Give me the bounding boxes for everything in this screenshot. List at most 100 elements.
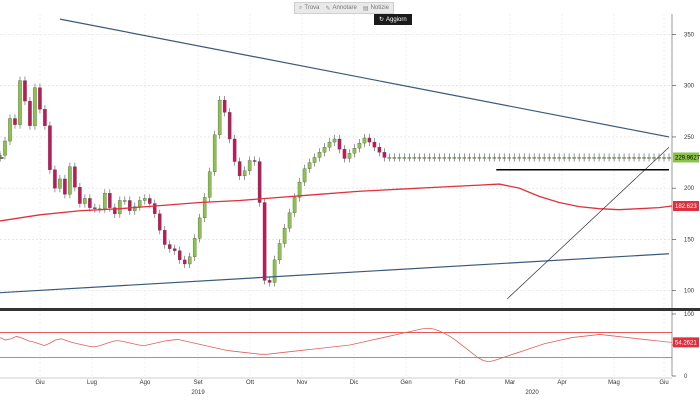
year-label-2020: 2020: [525, 390, 539, 396]
x-tick-label: Ott: [246, 380, 254, 386]
candle-up: [192, 238, 197, 257]
candle-up: [447, 157, 452, 159]
candle-down: [148, 198, 152, 204]
candle-up: [212, 134, 217, 172]
candle-down: [167, 244, 172, 249]
upper-trendline: [59, 18, 670, 138]
candle-up: [287, 212, 292, 229]
candle-down: [158, 213, 162, 231]
candle-down: [232, 138, 237, 162]
toolbar-item-news[interactable]: ▤ Notizie: [363, 5, 389, 12]
candle-up: [662, 157, 666, 159]
candle-up: [297, 181, 302, 198]
rsi-tick-label: 100: [684, 312, 695, 318]
candle-up: [622, 157, 626, 159]
price-tick-label: 300: [684, 84, 695, 90]
candle-up: [547, 157, 551, 159]
candle-up: [118, 200, 122, 214]
candle-up: [597, 157, 601, 159]
candle-up: [442, 157, 447, 159]
candle-down: [43, 109, 47, 126]
candle-up: [467, 157, 472, 159]
moving-average-line: [0, 183, 673, 222]
candle-up: [272, 259, 277, 283]
x-tick-label: Gen: [400, 380, 411, 386]
candle-down: [182, 259, 187, 265]
price-tick-label: 250: [684, 135, 695, 141]
candle-up: [537, 157, 541, 159]
candle-down: [367, 137, 372, 143]
candle-down: [237, 161, 242, 177]
candle-up: [502, 157, 506, 159]
candle-up: [572, 157, 576, 159]
x-tick-label: Ago: [140, 380, 151, 386]
rsi-line: [0, 327, 673, 363]
candle-up: [487, 157, 492, 159]
candle-up: [307, 162, 312, 169]
candle-up: [143, 198, 147, 201]
candle-up: [312, 157, 317, 163]
ma-value-badge: [673, 201, 699, 212]
candle-down: [342, 149, 347, 159]
candle-down: [372, 141, 377, 148]
candle-up: [512, 157, 516, 159]
candle-down: [163, 230, 167, 245]
candle-up: [482, 157, 487, 159]
x-tick-label: Lug: [87, 380, 97, 386]
candle-up: [247, 160, 252, 171]
candle-up: [472, 157, 477, 159]
candle-down: [377, 147, 382, 153]
x-tick-label: Mag: [608, 380, 620, 386]
candle-up: [357, 142, 362, 149]
candle-up: [567, 157, 571, 159]
candle-up: [282, 227, 287, 244]
candle-down: [153, 203, 157, 214]
x-tick-label: Mar: [505, 380, 515, 386]
lower-trendline: [0, 253, 670, 294]
search-icon: ⌕: [299, 4, 303, 11]
candle-up: [0, 155, 2, 157]
candle-down: [337, 138, 342, 150]
candle-up: [637, 157, 641, 159]
candle-down: [23, 80, 27, 102]
candle-up: [123, 200, 127, 202]
candle-down: [108, 193, 112, 208]
candle-up: [452, 157, 457, 159]
toolbar-annotate-label: Annotare: [332, 5, 357, 11]
candle-down: [222, 99, 227, 113]
update-button-label: Aggiorn: [386, 16, 407, 23]
last-price-label: 229.9627: [675, 155, 700, 161]
candle-up: [432, 157, 437, 159]
year-label-2019: 2019: [191, 390, 205, 396]
candle-up: [642, 157, 646, 159]
candle-down: [53, 169, 57, 189]
candle-up: [83, 198, 87, 204]
candle-up: [133, 206, 137, 211]
candle-down: [28, 100, 32, 126]
candle-up: [202, 197, 207, 219]
candle-up: [667, 157, 671, 159]
candle-up: [497, 157, 502, 159]
candle-up: [387, 157, 392, 159]
candle-up: [352, 148, 357, 154]
candle-up: [138, 200, 142, 207]
candle-up: [103, 193, 107, 209]
toolbar-item-find[interactable]: ⌕ Trova: [299, 5, 320, 12]
candle-up: [632, 157, 636, 159]
candle-up: [517, 157, 521, 159]
toolbar-item-annotate[interactable]: ✎ Annotare: [326, 5, 357, 12]
candle-up: [33, 87, 37, 126]
candle-up: [58, 178, 62, 189]
news-icon: ▤: [362, 5, 369, 12]
candle-up: [292, 197, 297, 213]
candle-up: [587, 157, 591, 159]
update-button[interactable]: ↻ Aggiorn: [374, 14, 412, 25]
rsi-value-label: 54.2621: [675, 340, 697, 346]
candle-down: [48, 125, 52, 170]
candle-down: [63, 178, 67, 195]
candle-up: [542, 157, 546, 159]
x-tick-label: Giu: [659, 380, 668, 386]
candle-up: [457, 157, 462, 159]
